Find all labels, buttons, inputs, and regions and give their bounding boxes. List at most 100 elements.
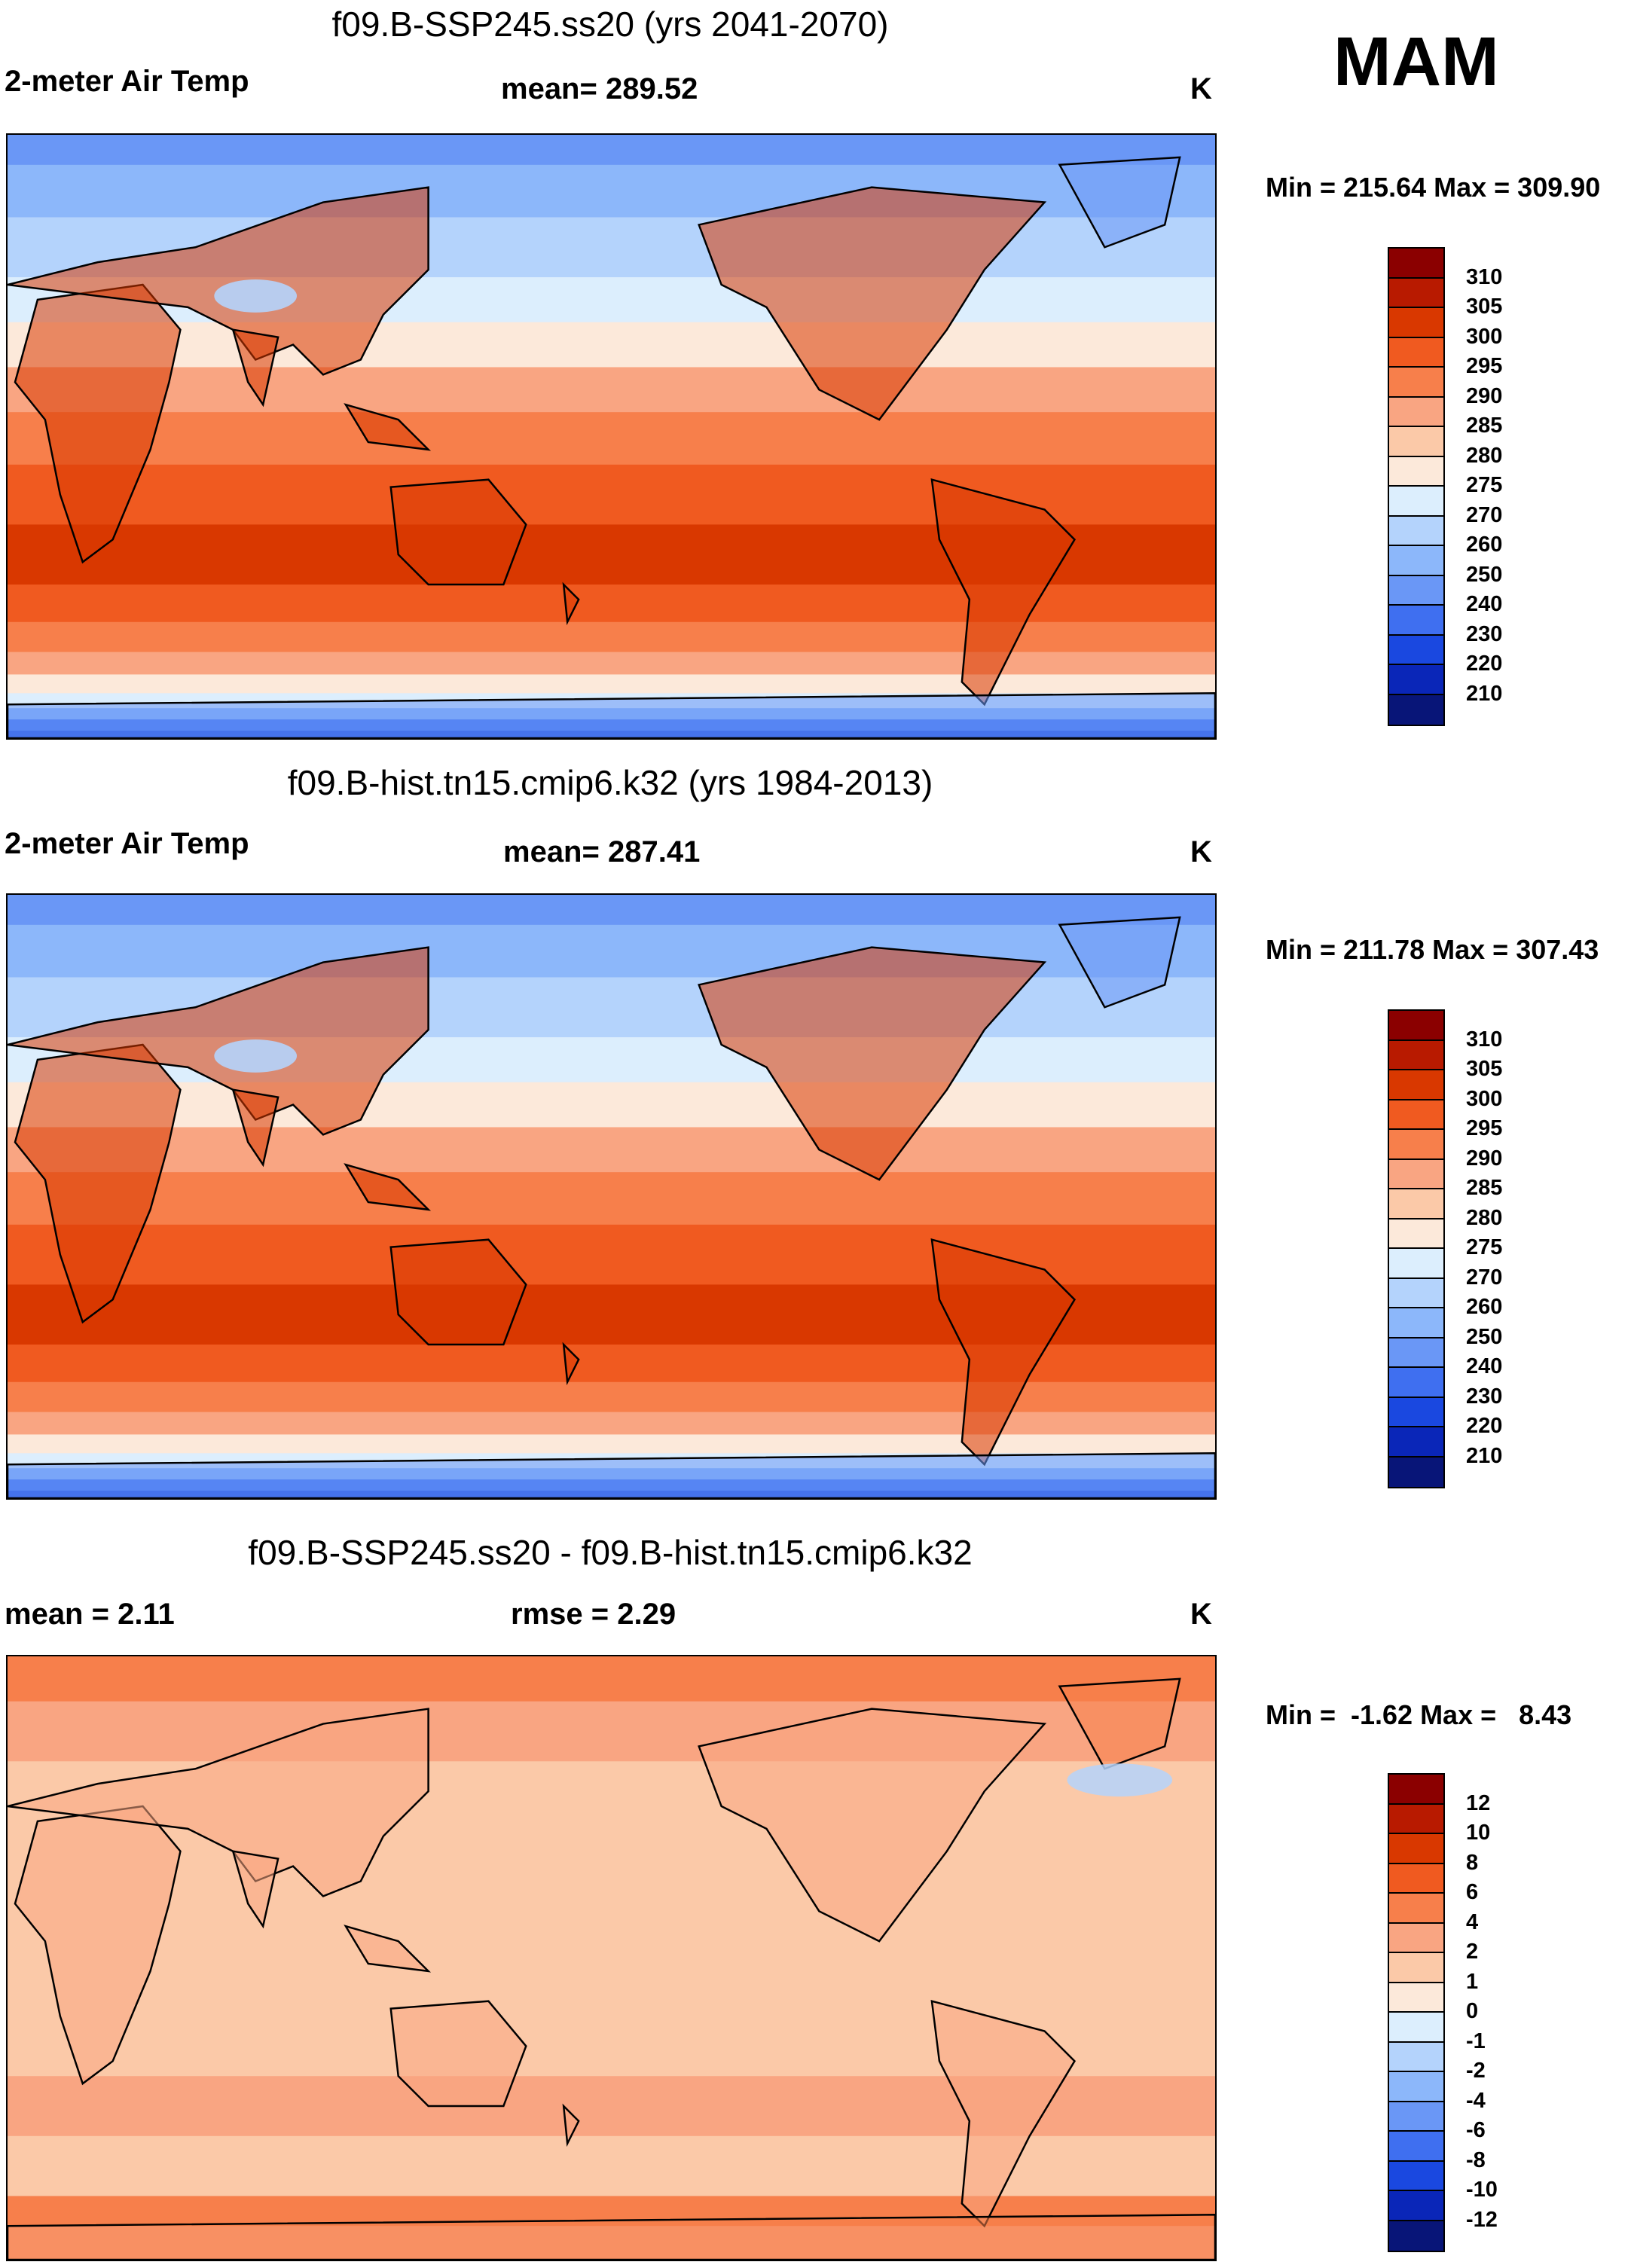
- colorbar-tick-label: 1: [1466, 1969, 1479, 1994]
- units-label: K: [1190, 72, 1212, 105]
- colorbar-tick-label: 285: [1466, 1176, 1503, 1200]
- colorbar-tick-label: 10: [1466, 1821, 1491, 1845]
- colorbar-tick-label: 210: [1466, 1443, 1503, 1468]
- colorbar-swatch: [1389, 1834, 1443, 1864]
- colorbar-swatch: [1389, 2132, 1443, 2162]
- min-max-label: Min = 215.64 Max = 309.90: [1266, 172, 1601, 203]
- colorbar-tick-label: 260: [1466, 1295, 1503, 1319]
- colorbar-tick-label: 280: [1466, 1205, 1503, 1230]
- colorbar-swatch: [1389, 1923, 1443, 1953]
- season-label: MAM: [1333, 23, 1499, 100]
- mean-label: mean= 289.52: [501, 72, 698, 105]
- colorbar: [1388, 247, 1445, 726]
- colorbar-swatch: [1389, 1457, 1443, 1487]
- colorbar-swatch: [1389, 427, 1443, 457]
- colorbar-swatch: [1389, 1894, 1443, 1924]
- colorbar-swatch: [1389, 1953, 1443, 1983]
- colorbar-swatch: [1389, 694, 1443, 725]
- colorbar-swatch: [1389, 665, 1443, 695]
- colorbar-tick-label: -4: [1466, 2088, 1486, 2113]
- colorbar-tick-label: -10: [1466, 2178, 1498, 2202]
- colorbar-swatch: [1389, 249, 1443, 279]
- colorbar-tick-label: 4: [1466, 1909, 1479, 1934]
- colorbar-swatch: [1389, 1397, 1443, 1427]
- colorbar-swatch: [1389, 1249, 1443, 1279]
- colorbar-swatch: [1389, 1011, 1443, 1041]
- colorbar-swatch: [1389, 1864, 1443, 1894]
- colorbar-swatch: [1389, 1338, 1443, 1368]
- rmse-label: rmse = 2.29: [511, 1598, 677, 1631]
- colorbar-swatch: [1389, 546, 1443, 576]
- temperature-map: [6, 893, 1217, 1500]
- colorbar-tick-label: 2: [1466, 1940, 1479, 1964]
- colorbar-swatch: [1389, 2042, 1443, 2072]
- colorbar-swatch: [1389, 2221, 1443, 2251]
- colorbar-swatch: [1389, 516, 1443, 546]
- panel-title: f09.B-hist.tn15.cmip6.k32 (yrs 1984-2013…: [287, 763, 933, 802]
- colorbar-swatch: [1389, 1775, 1443, 1805]
- temperature-map: [6, 133, 1217, 740]
- colorbar-tick-label: 8: [1466, 1850, 1479, 1875]
- colorbar-tick-label: 295: [1466, 1116, 1503, 1140]
- min-max-label: Min = 211.78 Max = 307.43: [1266, 934, 1599, 965]
- variable-label: 2-meter Air Temp: [5, 65, 249, 98]
- colorbar-swatch: [1389, 1070, 1443, 1100]
- colorbar-tick-label: 0: [1466, 1999, 1479, 2023]
- colorbar-tick-label: 290: [1466, 1146, 1503, 1171]
- colorbar-swatch: [1389, 2191, 1443, 2221]
- colorbar-swatch: [1389, 1219, 1443, 1249]
- variable-label: 2-meter Air Temp: [5, 827, 249, 860]
- colorbar-swatch: [1389, 2161, 1443, 2191]
- colorbar-swatch: [1389, 1189, 1443, 1219]
- colorbar-tick-label: 290: [1466, 383, 1503, 408]
- colorbar-swatch: [1389, 2013, 1443, 2043]
- colorbar-tick-label: 275: [1466, 1235, 1503, 1259]
- colorbar-swatch: [1389, 635, 1443, 665]
- colorbar-swatch: [1389, 1159, 1443, 1189]
- panel-title: f09.B-SSP245.ss20 - f09.B-hist.tn15.cmip…: [248, 1533, 973, 1572]
- colorbar-tick-label: 230: [1466, 1384, 1503, 1409]
- colorbar-tick-label: -2: [1466, 2059, 1486, 2083]
- colorbar-swatch: [1389, 2072, 1443, 2102]
- colorbar: [1388, 1773, 1445, 2252]
- colorbar: [1388, 1009, 1445, 1488]
- colorbar-tick-label: 300: [1466, 1086, 1503, 1111]
- colorbar-tick-label: 12: [1466, 1790, 1491, 1815]
- colorbar-swatch: [1389, 1368, 1443, 1398]
- colorbar-tick-label: 310: [1466, 264, 1503, 289]
- colorbar-swatch: [1389, 1278, 1443, 1308]
- colorbar-tick-label: 260: [1466, 533, 1503, 557]
- colorbar-swatch: [1389, 1308, 1443, 1339]
- colorbar-tick-label: 310: [1466, 1027, 1503, 1052]
- mean-label: mean = 2.11: [5, 1598, 175, 1631]
- colorbar-tick-label: 285: [1466, 414, 1503, 438]
- colorbar-tick-label: 240: [1466, 1354, 1503, 1378]
- units-label: K: [1190, 835, 1212, 868]
- min-max-label: Min = -1.62 Max = 8.43: [1266, 1699, 1572, 1730]
- colorbar-tick-label: 300: [1466, 324, 1503, 349]
- colorbar-tick-label: -6: [1466, 2118, 1486, 2142]
- colorbar-swatch: [1389, 2102, 1443, 2132]
- colorbar-tick-label: 275: [1466, 473, 1503, 497]
- colorbar-swatch: [1389, 308, 1443, 338]
- colorbar-tick-label: 270: [1466, 1265, 1503, 1290]
- colorbar-tick-label: 6: [1466, 1880, 1479, 1904]
- colorbar-swatch: [1389, 606, 1443, 636]
- colorbar-tick-label: -8: [1466, 2147, 1486, 2172]
- colorbar-swatch: [1389, 575, 1443, 606]
- colorbar-tick-label: 220: [1466, 1414, 1503, 1438]
- colorbar-tick-label: -12: [1466, 2207, 1498, 2232]
- colorbar-swatch: [1389, 278, 1443, 308]
- colorbar-tick-label: 305: [1466, 1057, 1503, 1081]
- colorbar-tick-label: 280: [1466, 443, 1503, 468]
- colorbar-tick-label: 250: [1466, 1324, 1503, 1349]
- colorbar-tick-label: -1: [1466, 2028, 1486, 2053]
- colorbar-swatch: [1389, 368, 1443, 398]
- colorbar-swatch: [1389, 1804, 1443, 1834]
- colorbar-tick-label: 270: [1466, 502, 1503, 527]
- colorbar-tick-label: 230: [1466, 621, 1503, 646]
- colorbar-tick-label: 295: [1466, 354, 1503, 378]
- colorbar-tick-label: 240: [1466, 592, 1503, 616]
- mean-label: mean= 287.41: [503, 835, 701, 868]
- colorbar-tick-label: 305: [1466, 295, 1503, 319]
